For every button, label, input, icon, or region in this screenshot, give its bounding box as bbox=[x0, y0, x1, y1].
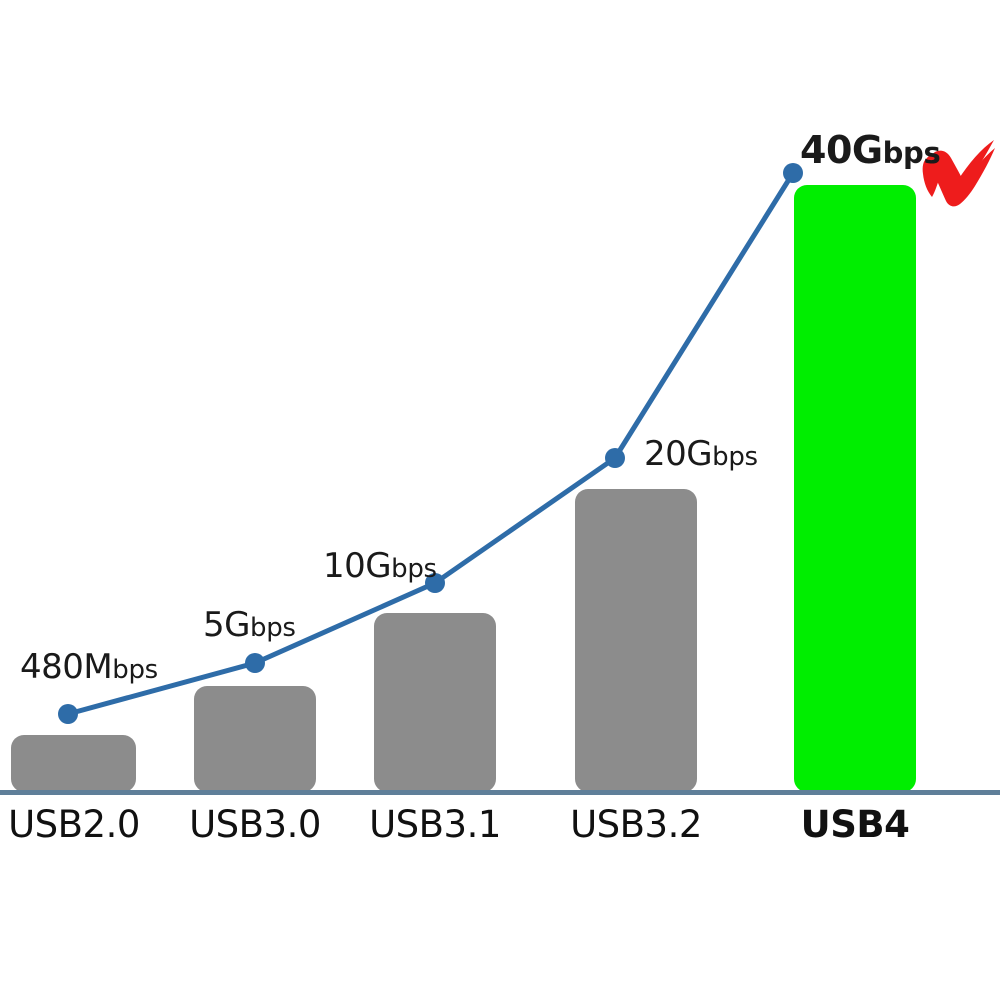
value-label-usb3-0-unit: bps bbox=[249, 613, 296, 643]
red-check-mark-icon bbox=[922, 140, 995, 207]
value-label-usb4-magnitude: 40G bbox=[800, 128, 883, 172]
category-label-usb4: USB4 bbox=[800, 803, 910, 846]
value-label-usb2-0-magnitude: 480M bbox=[20, 647, 113, 687]
category-label-usb3-1: USB3.1 bbox=[369, 803, 501, 846]
category-label-usb3-2: USB3.2 bbox=[570, 803, 702, 846]
data-point-usb3-0 bbox=[245, 653, 265, 673]
value-label-usb4: 40Gbps bbox=[800, 128, 941, 172]
value-label-usb4-unit: bps bbox=[882, 136, 941, 170]
bar-usb3-1 bbox=[374, 613, 496, 792]
bar-usb3-2 bbox=[575, 489, 697, 792]
category-label-usb2-0: USB2.0 bbox=[8, 803, 140, 846]
data-point-usb2-0 bbox=[58, 704, 78, 724]
value-label-usb3-2: 20Gbps bbox=[644, 437, 758, 471]
value-label-usb3-0: 5Gbps bbox=[203, 608, 296, 642]
value-label-usb2-0-unit: bps bbox=[112, 655, 158, 685]
data-point-usb4 bbox=[783, 163, 803, 183]
bar-usb4 bbox=[794, 185, 916, 792]
category-label-usb3-0: USB3.0 bbox=[189, 803, 321, 846]
value-label-usb3-2-magnitude: 20G bbox=[644, 434, 713, 474]
value-label-usb2-0: 480Mbps bbox=[20, 650, 158, 684]
value-label-usb3-1: 10Gbps bbox=[323, 549, 437, 583]
bar-group bbox=[11, 185, 916, 792]
data-point-usb3-2 bbox=[605, 448, 625, 468]
bar-usb3-0 bbox=[194, 686, 316, 792]
value-label-usb3-1-unit: bps bbox=[391, 554, 437, 584]
data-point-usb3-1 bbox=[425, 573, 445, 593]
bar-usb2-0 bbox=[11, 735, 136, 792]
value-label-usb3-1-magnitude: 10G bbox=[323, 546, 392, 586]
trend-markers bbox=[58, 163, 803, 724]
value-label-usb3-2-unit: bps bbox=[712, 442, 758, 472]
value-label-usb3-0-magnitude: 5G bbox=[203, 605, 250, 645]
